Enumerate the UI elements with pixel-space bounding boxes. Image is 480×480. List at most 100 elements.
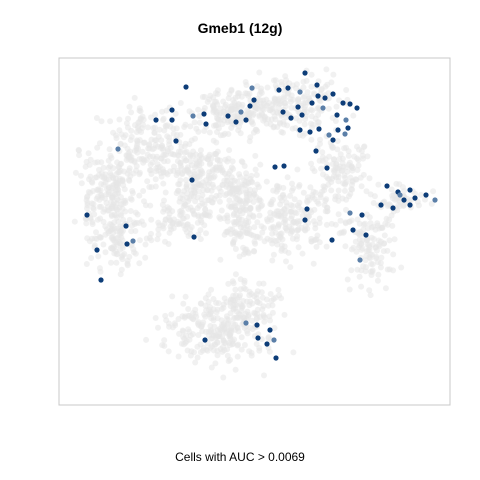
- background-cell: [199, 170, 206, 177]
- background-cell: [360, 263, 367, 270]
- background-cell: [100, 164, 107, 171]
- background-cell: [225, 95, 232, 102]
- background-cell: [136, 237, 143, 244]
- background-cell: [261, 318, 268, 325]
- background-cell: [115, 218, 122, 225]
- background-cell: [110, 194, 117, 201]
- background-cell: [300, 84, 307, 91]
- background-cell: [142, 254, 149, 261]
- background-cell: [239, 101, 246, 108]
- background-cell: [175, 353, 182, 360]
- background-cell: [290, 203, 296, 210]
- background-cell: [364, 153, 371, 160]
- background-cell: [204, 98, 211, 105]
- background-cell: [226, 147, 233, 154]
- background-cell: [167, 223, 174, 230]
- background-cell: [334, 146, 341, 153]
- background-cell: [197, 236, 204, 243]
- background-cell: [254, 314, 260, 321]
- background-cell: [382, 285, 389, 292]
- background-cell: [326, 95, 332, 102]
- plot-border: [58, 57, 451, 406]
- background-cell: [268, 201, 275, 208]
- highlighted-cell-point: [203, 121, 209, 127]
- background-cell: [227, 310, 234, 317]
- background-cell: [183, 177, 189, 183]
- background-cell: [168, 311, 175, 318]
- background-cell: [287, 192, 294, 199]
- background-cell: [306, 94, 312, 101]
- background-cell: [238, 334, 245, 341]
- background-cell: [83, 261, 90, 267]
- background-cell: [259, 294, 266, 301]
- background-cell: [256, 69, 263, 76]
- background-cell: [90, 206, 97, 213]
- highlighted-cell-point: [307, 129, 313, 135]
- background-cell: [343, 87, 350, 93]
- background-cell: [302, 130, 308, 137]
- background-cell: [336, 97, 343, 104]
- highlighted-cell-point: [288, 115, 294, 121]
- background-cell: [104, 207, 111, 214]
- background-cell: [264, 216, 270, 223]
- background-cell: [114, 234, 121, 241]
- highlighted-cell-point: [191, 234, 197, 240]
- background-cell: [380, 240, 387, 247]
- background-cell: [295, 244, 302, 251]
- background-cell: [193, 163, 200, 169]
- background-cell: [295, 98, 302, 105]
- highlighted-cell-point: [123, 223, 129, 229]
- background-cell: [228, 86, 235, 93]
- background-cell: [140, 121, 146, 128]
- highlighted-cell-point: [94, 247, 100, 253]
- background-cell: [201, 105, 208, 111]
- background-cell: [193, 313, 200, 320]
- background-cell: [214, 129, 220, 135]
- background-cell: [388, 186, 395, 193]
- background-cell: [349, 186, 356, 193]
- background-cell: [210, 103, 217, 110]
- background-cell: [235, 328, 242, 335]
- background-cell: [354, 216, 361, 223]
- background-cell: [216, 198, 223, 205]
- background-cell: [291, 196, 298, 203]
- highlighted-cell-point: [190, 113, 196, 119]
- background-cell: [235, 341, 242, 348]
- background-cell: [324, 81, 331, 88]
- background-cell: [102, 223, 109, 230]
- background-cell: [148, 216, 155, 223]
- background-cell: [189, 153, 196, 159]
- background-cell: [119, 177, 126, 184]
- background-cell: [197, 227, 204, 234]
- highlighted-cell-point: [271, 337, 277, 343]
- background-cell: [233, 302, 240, 308]
- background-cell: [394, 207, 401, 214]
- background-cell: [359, 152, 366, 159]
- background-cell: [367, 220, 374, 227]
- background-cell: [113, 228, 120, 235]
- background-cell: [220, 304, 227, 311]
- background-cell: [108, 203, 115, 210]
- background-cell: [180, 333, 187, 340]
- background-cell: [212, 360, 219, 367]
- background-cell: [168, 150, 174, 157]
- background-cell: [382, 220, 389, 227]
- background-cell: [124, 262, 131, 269]
- background-cell: [289, 180, 295, 187]
- background-cell: [386, 201, 393, 208]
- background-cell: [200, 347, 206, 354]
- background-cell: [230, 189, 237, 196]
- background-cell: [374, 259, 381, 266]
- background-cell: [191, 210, 197, 217]
- background-cell: [239, 159, 246, 166]
- highlighted-cell-point: [412, 195, 418, 201]
- background-cell: [214, 156, 221, 163]
- background-cell: [152, 176, 159, 183]
- background-cell: [368, 272, 375, 278]
- background-cell: [213, 299, 220, 306]
- background-cell: [324, 204, 330, 211]
- background-cell: [223, 190, 230, 197]
- background-cell: [151, 137, 158, 144]
- background-cell: [179, 327, 186, 334]
- background-cell: [186, 328, 193, 335]
